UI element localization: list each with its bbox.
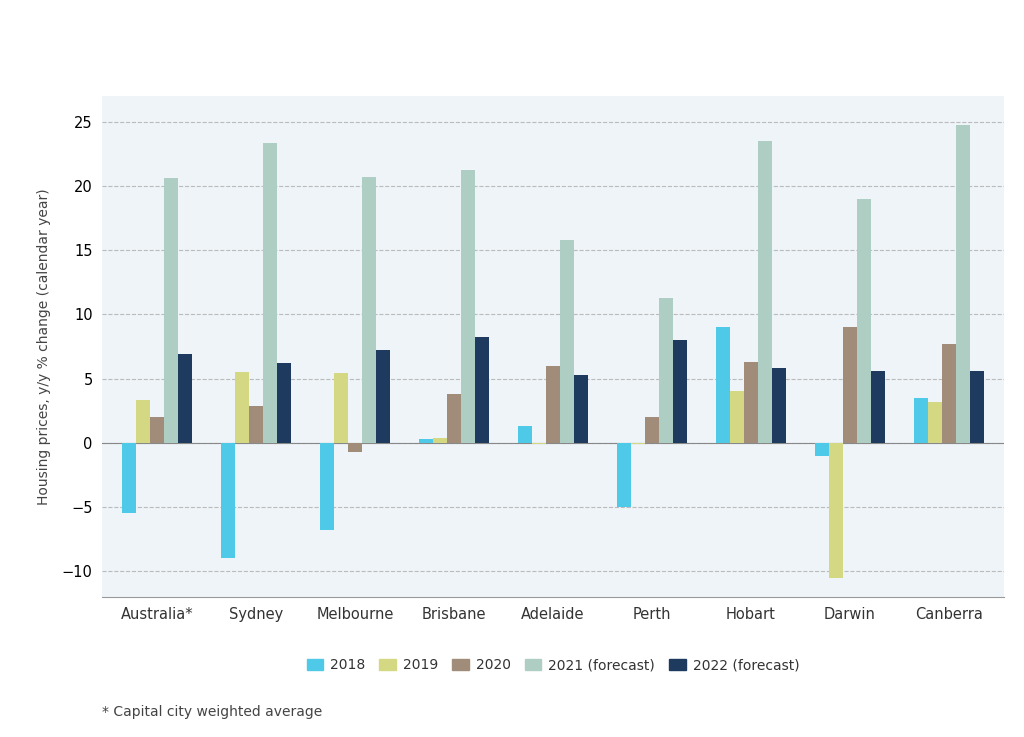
Bar <box>361 177 376 443</box>
Text: Housing price forecasts, by capital city#: Housing price forecasts, by capital city… <box>242 35 782 59</box>
Bar <box>929 402 942 443</box>
Bar <box>419 439 433 443</box>
Bar <box>136 400 150 443</box>
Bar <box>263 144 276 443</box>
Bar <box>221 443 236 559</box>
Bar <box>730 391 744 443</box>
Bar <box>956 125 970 443</box>
Bar <box>376 350 389 443</box>
Bar <box>518 426 532 443</box>
Bar <box>177 354 191 443</box>
Bar <box>658 298 673 443</box>
Bar <box>164 178 177 443</box>
Bar <box>744 362 758 443</box>
Bar <box>857 198 870 443</box>
Bar <box>461 170 475 443</box>
Y-axis label: Housing prices, y/y % change (calendar year): Housing prices, y/y % change (calendar y… <box>37 188 51 505</box>
Bar <box>970 371 984 443</box>
Bar <box>573 374 588 443</box>
Bar <box>150 417 164 443</box>
Bar <box>122 443 136 514</box>
Text: * Capital city weighted average: * Capital city weighted average <box>102 705 323 719</box>
Bar <box>249 405 263 443</box>
Bar <box>843 327 857 443</box>
Bar <box>532 443 546 444</box>
Bar <box>348 443 361 452</box>
Bar <box>870 371 885 443</box>
Bar <box>276 363 291 443</box>
Bar <box>914 398 929 443</box>
Bar <box>758 141 772 443</box>
Bar <box>673 340 687 443</box>
Bar <box>433 438 447 443</box>
Bar <box>546 366 560 443</box>
Bar <box>447 394 461 443</box>
Bar <box>560 240 573 443</box>
Bar <box>631 443 645 444</box>
Bar <box>236 372 249 443</box>
Legend: 2018, 2019, 2020, 2021 (forecast), 2022 (forecast): 2018, 2019, 2020, 2021 (forecast), 2022 … <box>301 653 805 678</box>
Bar <box>334 374 348 443</box>
Bar <box>772 368 785 443</box>
Bar <box>645 417 658 443</box>
Bar <box>321 443 334 530</box>
Bar <box>829 443 843 578</box>
Bar <box>942 344 956 443</box>
Bar <box>475 338 488 443</box>
Bar <box>815 443 829 455</box>
Bar <box>717 327 730 443</box>
Bar <box>617 443 631 507</box>
